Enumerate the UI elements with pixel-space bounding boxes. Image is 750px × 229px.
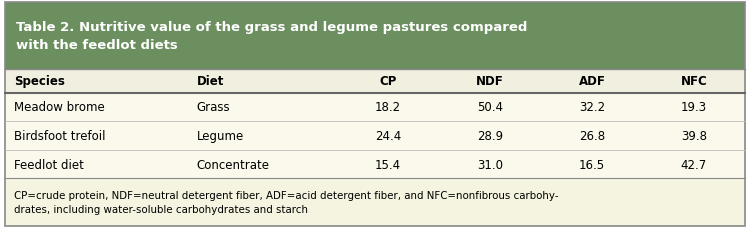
Text: 31.0: 31.0 bbox=[477, 158, 502, 171]
Text: 39.8: 39.8 bbox=[681, 129, 707, 142]
Bar bbox=[5, 122, 745, 150]
Text: CP: CP bbox=[379, 75, 397, 88]
Text: 16.5: 16.5 bbox=[579, 158, 605, 171]
Text: 50.4: 50.4 bbox=[477, 101, 502, 114]
Text: Legume: Legume bbox=[196, 129, 244, 142]
Bar bbox=[5, 93, 745, 122]
Bar bbox=[5, 179, 745, 226]
Text: NFC: NFC bbox=[680, 75, 707, 88]
Text: Meadow brome: Meadow brome bbox=[14, 101, 105, 114]
Text: CP=crude protein, NDF=neutral detergent fiber, ADF=acid detergent fiber, and NFC: CP=crude protein, NDF=neutral detergent … bbox=[14, 190, 559, 214]
Text: Feedlot diet: Feedlot diet bbox=[14, 158, 84, 171]
Text: 24.4: 24.4 bbox=[375, 129, 401, 142]
Text: Table 2. Nutritive value of the grass and legume pastures compared
with the feed: Table 2. Nutritive value of the grass an… bbox=[16, 21, 528, 52]
Text: 28.9: 28.9 bbox=[477, 129, 503, 142]
Bar bbox=[5, 3, 745, 69]
Text: 19.3: 19.3 bbox=[681, 101, 707, 114]
Text: Species: Species bbox=[14, 75, 64, 88]
Text: ADF: ADF bbox=[578, 75, 605, 88]
Text: 26.8: 26.8 bbox=[579, 129, 605, 142]
Text: Concentrate: Concentrate bbox=[196, 158, 270, 171]
Text: Diet: Diet bbox=[196, 75, 224, 88]
Text: 18.2: 18.2 bbox=[375, 101, 400, 114]
Text: NDF: NDF bbox=[476, 75, 504, 88]
Text: 42.7: 42.7 bbox=[681, 158, 707, 171]
Text: Grass: Grass bbox=[196, 101, 230, 114]
Text: 32.2: 32.2 bbox=[579, 101, 605, 114]
Text: Birdsfoot trefoil: Birdsfoot trefoil bbox=[14, 129, 106, 142]
Bar bbox=[5, 69, 745, 93]
Text: 15.4: 15.4 bbox=[375, 158, 400, 171]
Bar bbox=[5, 150, 745, 179]
